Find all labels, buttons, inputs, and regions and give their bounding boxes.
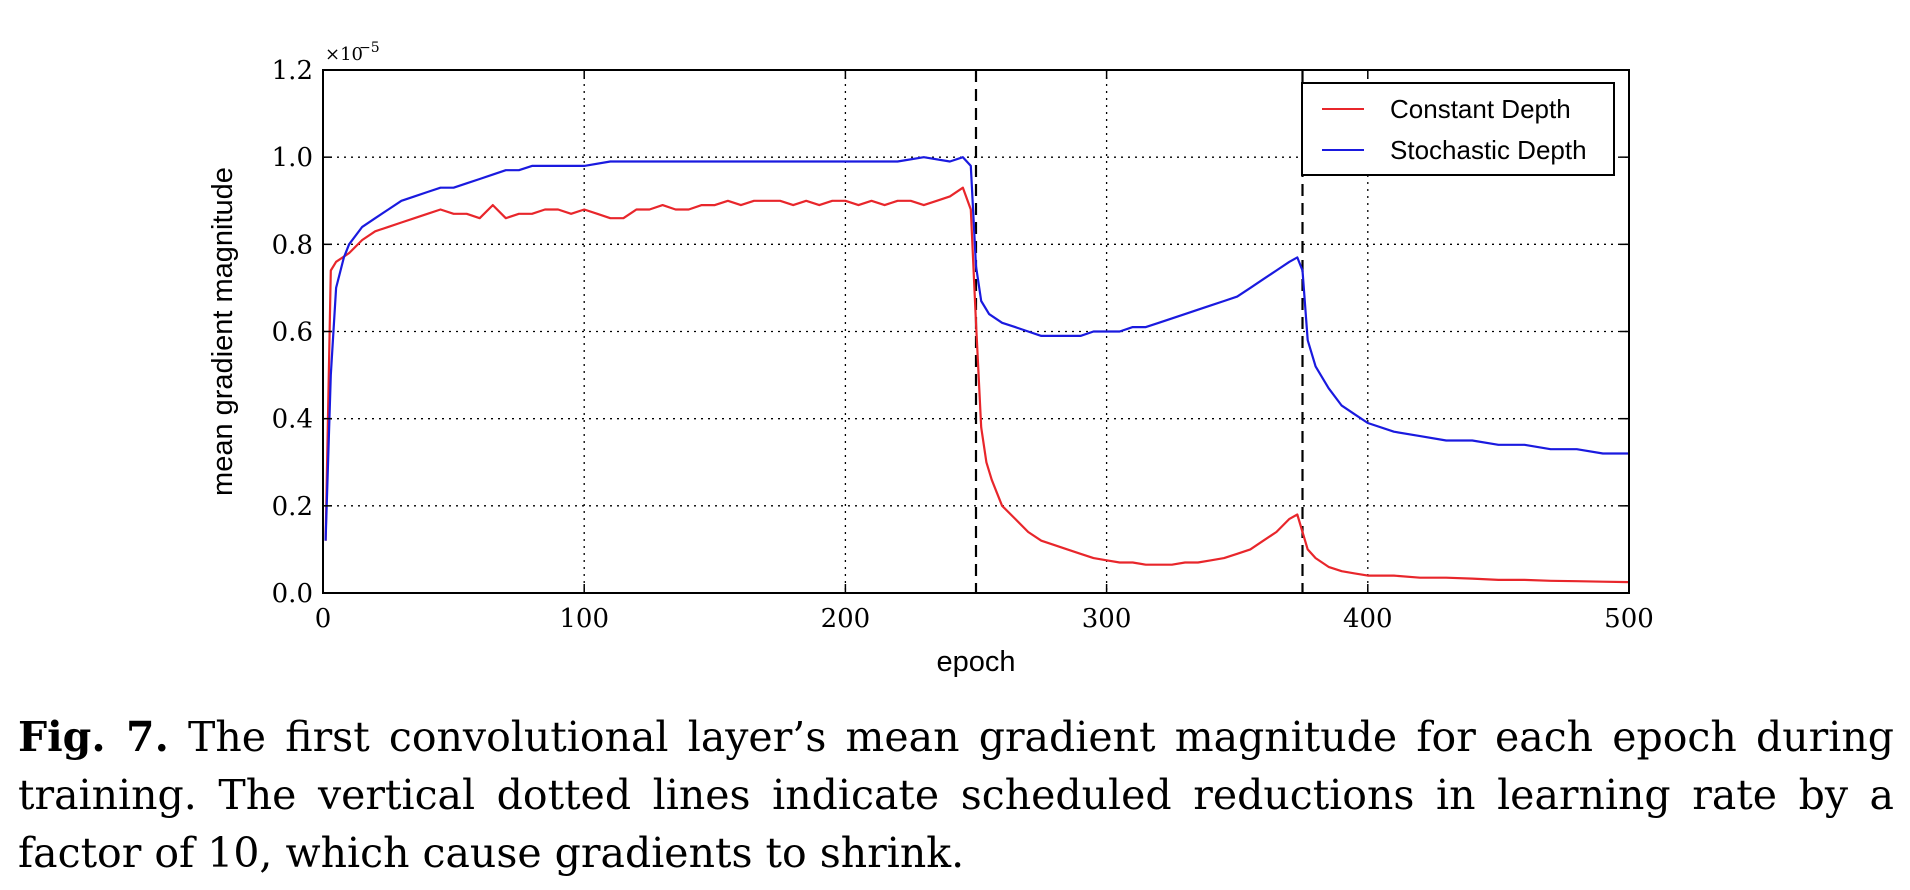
caption-text: The first convolutional layer’s mean gra… — [18, 713, 1894, 877]
x-tick-label-300: 300 — [1082, 604, 1132, 634]
caption-label: Fig. 7. — [18, 713, 169, 761]
y-tick-label-0-4: 0.4 — [272, 405, 313, 435]
x-tick-label-100: 100 — [559, 604, 609, 634]
y-tick-label-0: 0.0 — [272, 579, 313, 609]
x-tick-label-200: 200 — [821, 604, 871, 634]
legend-label-stochastic-depth: Stochastic Depth — [1390, 135, 1587, 165]
x-axis-label: epoch — [936, 646, 1015, 678]
x-tick-label-400: 400 — [1343, 604, 1393, 634]
x-tick-label-500: 500 — [1604, 604, 1654, 634]
y-tick-label-0-2: 0.2 — [272, 492, 313, 522]
y-tick-label-1-2: 1.2 — [272, 56, 313, 86]
y-tick-label-1: 1.0 — [272, 143, 313, 173]
series-line-constant-depth — [324, 186, 1630, 584]
axis-ticks: 0 100 200 300 400 500 0.0 0.2 0.4 0.6 0.8 1.0 1.2 — [272, 56, 1654, 634]
y-tick-label-0-8: 0.8 — [272, 230, 313, 260]
line-chart: 0 100 200 300 400 500 0.0 0.2 0.4 0.6 0.8 1.0 1.2 ×1… — [207, 40, 1654, 678]
legend: Constant Depth Stochastic Depth — [1301, 82, 1615, 176]
legend-box — [1301, 82, 1615, 176]
y-axis-label: mean gradient magnitude — [207, 167, 239, 496]
y-scale-factor: ×10 — [325, 44, 363, 65]
x-tick-label-0: 0 — [315, 604, 332, 634]
figure-caption: Fig. 7. The first convolutional layer’s … — [18, 708, 1894, 882]
figure: 0 100 200 300 400 500 0.0 0.2 0.4 0.6 0.8 1.0 1.2 ×1… — [207, 40, 1654, 678]
y-tick-label-0-6: 0.6 — [272, 318, 313, 348]
y-scale-exponent: −5 — [359, 40, 380, 56]
series-group — [324, 156, 1630, 584]
series-line-stochastic-depth — [324, 156, 1629, 541]
legend-label-constant-depth: Constant Depth — [1390, 94, 1571, 124]
